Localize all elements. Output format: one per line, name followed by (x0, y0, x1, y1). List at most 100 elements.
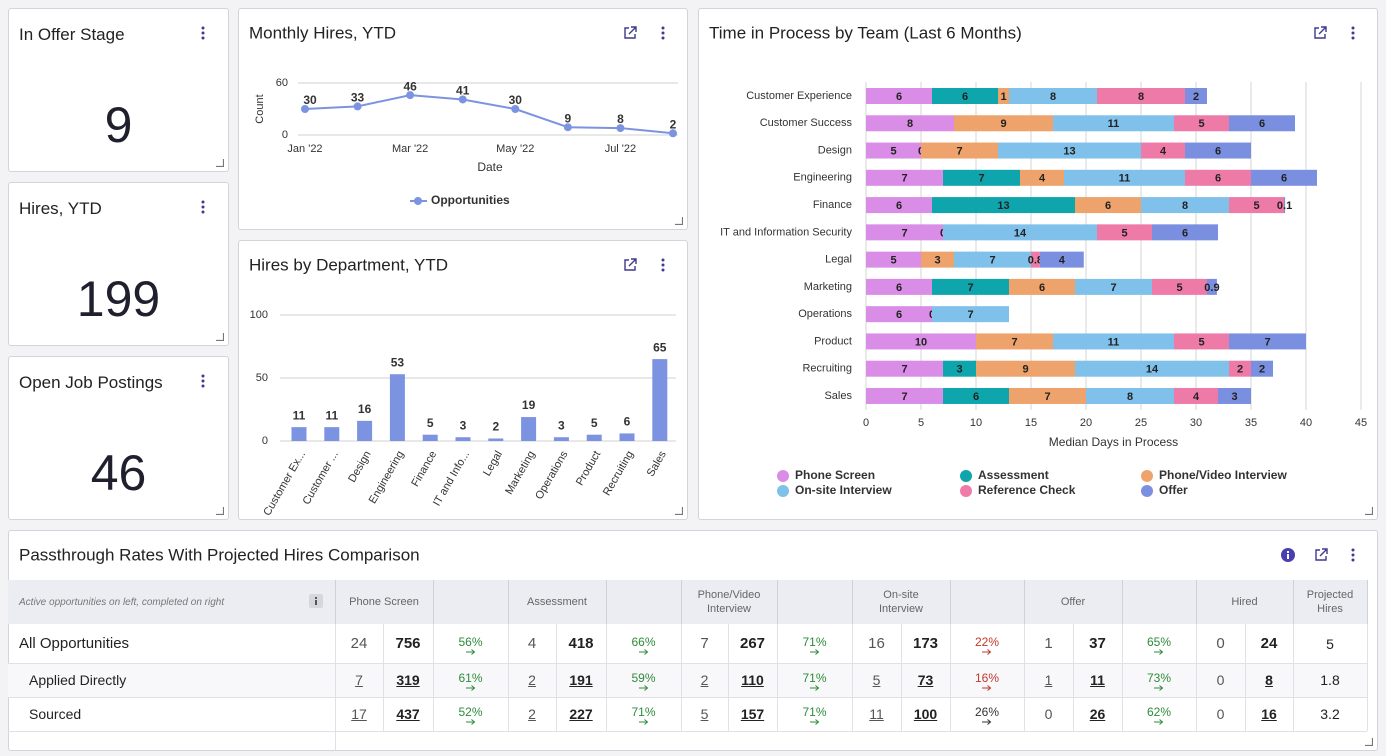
data-label: 14 (1146, 364, 1159, 376)
open-icon[interactable] (1315, 548, 1328, 561)
data-label: 8 (1182, 200, 1188, 212)
count-cell[interactable]: 5 (872, 672, 881, 688)
bar-segment (1009, 88, 1097, 104)
y-tick-label: Finance (813, 199, 852, 211)
data-label: 2 (1237, 364, 1243, 376)
x-axis-label: Date (477, 160, 503, 174)
count-cell[interactable]: 73 (917, 672, 934, 688)
bar (586, 434, 602, 441)
count-cell[interactable]: 227 (569, 706, 593, 722)
count-cell[interactable]: 26 (1089, 706, 1106, 722)
count-cell[interactable]: 2 (528, 706, 536, 722)
resize-handle[interactable] (675, 217, 683, 225)
menu-icon[interactable] (201, 200, 205, 214)
x-tick-label: 25 (1135, 417, 1147, 429)
legend-label: Opportunities (431, 193, 510, 207)
kpi-title: In Offer Stage (19, 25, 125, 44)
count-cell[interactable]: 2 (700, 672, 709, 688)
column-divider (1196, 624, 1197, 731)
rate-cell: 71% (777, 624, 852, 663)
open-icon[interactable] (624, 26, 637, 39)
menu-icon[interactable] (201, 374, 205, 388)
bar (389, 374, 405, 441)
count-cell[interactable]: 8 (1265, 672, 1273, 688)
data-label: 7 (901, 173, 907, 185)
legend-label: Phone/Video Interview (1159, 468, 1287, 482)
resize-handle[interactable] (216, 507, 224, 515)
x-tick-label: Operations (533, 449, 571, 502)
data-label: 5 (1176, 282, 1182, 294)
x-tick-label: Legal (481, 449, 505, 478)
rate-cell: 52% (433, 697, 508, 731)
resize-handle[interactable] (675, 507, 683, 515)
point (353, 102, 362, 111)
count-cell[interactable]: 11 (869, 706, 884, 722)
column-divider (901, 624, 902, 731)
menu-icon[interactable] (1351, 26, 1355, 40)
data-label: 7 (978, 173, 984, 185)
y-tick-label: 0 (282, 129, 288, 141)
x-tick-label: 35 (1245, 417, 1257, 429)
count-cell[interactable]: 191 (569, 672, 593, 688)
count-cell[interactable]: 7 (355, 672, 363, 688)
menu-icon[interactable] (661, 26, 665, 40)
y-tick-label: Sales (824, 390, 852, 402)
column-divider (950, 624, 951, 731)
count-cell[interactable]: 5 (700, 706, 709, 722)
data-label: 2 (1259, 364, 1265, 376)
resize-handle[interactable] (216, 333, 224, 341)
bar-segment (1053, 333, 1174, 350)
header-divider (1122, 580, 1123, 624)
bar-segment (1075, 360, 1229, 377)
data-label: 0.9 (1204, 282, 1219, 294)
data-label: 11 (293, 408, 306, 422)
count-cell[interactable]: 110 (741, 672, 764, 688)
bar-segment (1185, 169, 1251, 186)
rate-cell: 66% (606, 624, 681, 663)
chart-title: Time in Process by Team (Last 6 Months) (709, 23, 1022, 42)
projected-cell: 1.8 (1320, 672, 1340, 688)
data-label: 10 (915, 336, 927, 348)
table-title: Passthrough Rates With Projected Hires C… (19, 545, 420, 564)
count-cell[interactable]: 17 (351, 706, 367, 722)
data-label: 7 (901, 227, 907, 239)
count-cell[interactable]: 157 (740, 706, 765, 722)
x-tick-label: 20 (1080, 417, 1092, 429)
x-tick-label: Customer Ex... (261, 449, 308, 518)
data-label: 7 (967, 282, 973, 294)
header-divider (1293, 580, 1294, 624)
resize-handle[interactable] (1365, 507, 1373, 515)
bar-segment (1075, 197, 1141, 214)
open-icon[interactable] (624, 258, 637, 271)
resize-handle[interactable] (1365, 738, 1373, 746)
count-cell[interactable]: 2 (528, 672, 536, 688)
data-label: 14 (1014, 227, 1027, 239)
row-label: Sourced (29, 706, 82, 722)
column-divider (606, 624, 607, 731)
bar-segment (1185, 88, 1207, 104)
count-cell[interactable]: 319 (396, 672, 420, 688)
column-divider (1073, 624, 1074, 731)
menu-icon[interactable] (1351, 548, 1355, 562)
x-tick-label: 45 (1355, 417, 1367, 429)
menu-icon[interactable] (201, 26, 205, 40)
count-cell[interactable]: 1 (1044, 672, 1053, 688)
resize-handle[interactable] (216, 159, 224, 167)
data-label: 8 (1138, 91, 1144, 103)
legend-swatch (960, 485, 972, 497)
count-cell[interactable]: 11 (1090, 672, 1105, 688)
count-cell[interactable]: 16 (1261, 706, 1277, 722)
data-label: 3 (558, 418, 565, 432)
column-group-header: Phone Screen (349, 596, 419, 608)
data-label: 5 (1198, 118, 1204, 130)
column-divider (1293, 624, 1294, 731)
menu-icon[interactable] (661, 258, 665, 272)
open-icon[interactable] (1314, 26, 1327, 39)
y-tick-label: Customer Experience (746, 90, 852, 102)
bar (324, 427, 340, 441)
count-cell[interactable]: 437 (396, 706, 420, 722)
count-cell[interactable]: 100 (913, 706, 938, 722)
row-label: All Opportunities (19, 635, 130, 652)
legend-swatch (1141, 485, 1153, 497)
data-label: 4 (1039, 173, 1046, 185)
